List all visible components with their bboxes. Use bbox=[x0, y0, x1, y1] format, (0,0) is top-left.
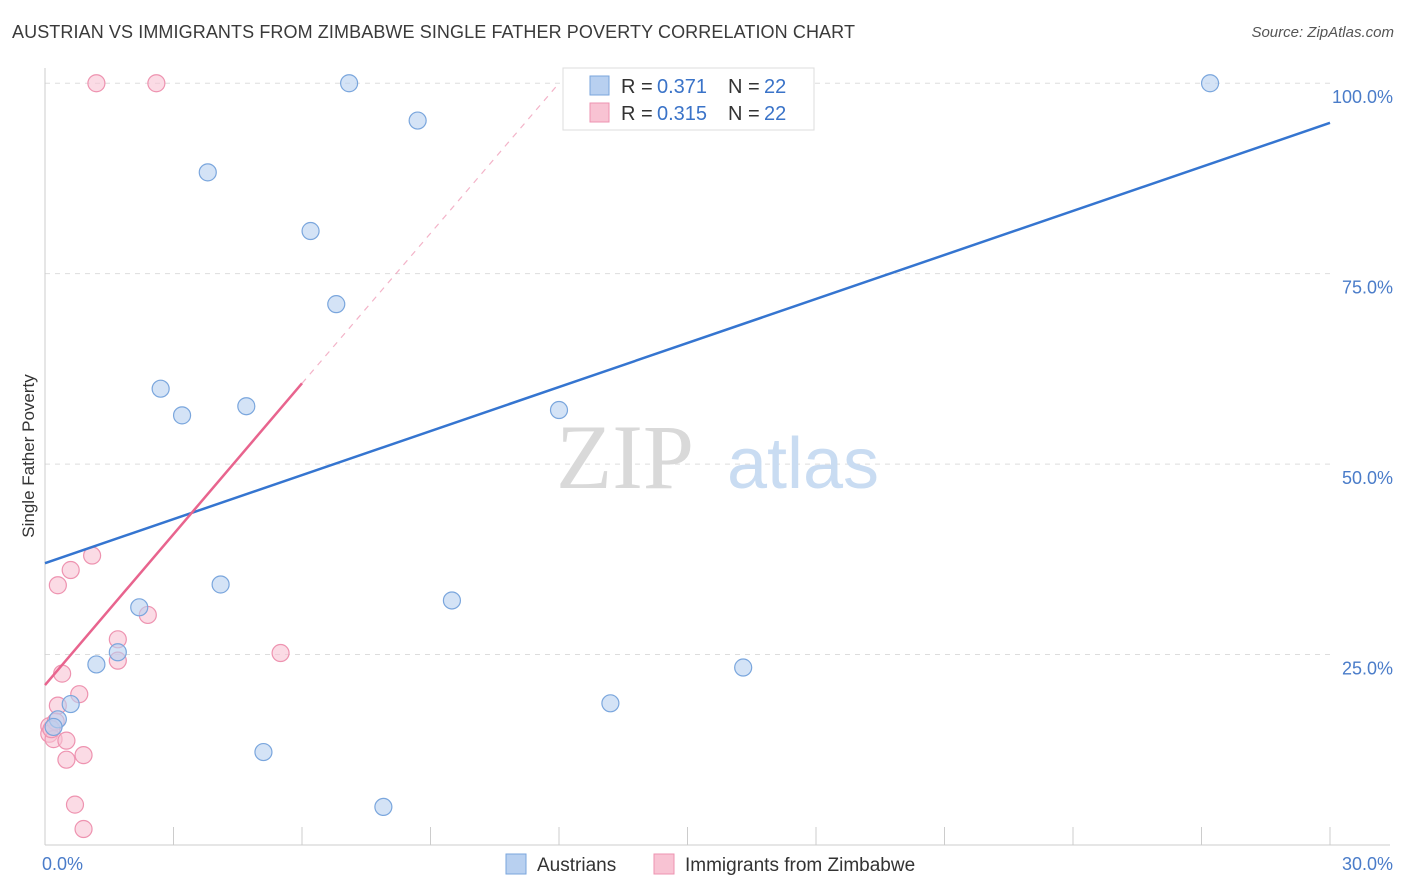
point-zimbabwe-3 bbox=[48, 576, 67, 595]
y-axis-label: Single Father Poverty bbox=[19, 374, 38, 538]
trend-lines bbox=[44, 82, 1331, 686]
point-austrians-11 bbox=[301, 221, 320, 241]
point-austrians-18 bbox=[601, 694, 620, 713]
trend-line-zimbabwe bbox=[44, 382, 303, 686]
point-austrians-3 bbox=[87, 655, 106, 674]
y-tick-label-2: 75.0% bbox=[1342, 278, 1393, 298]
legend-swatch-austrians bbox=[589, 75, 610, 96]
bottom-legend-swatch-austrians bbox=[505, 853, 527, 875]
point-zimbabwe-17 bbox=[65, 795, 85, 814]
point-austrians-16 bbox=[442, 591, 462, 610]
legend-n-label-austrians: N = bbox=[728, 76, 760, 98]
point-austrians-14 bbox=[408, 111, 427, 130]
trend-line-austrians bbox=[44, 121, 1331, 565]
legend-n-value-zimbabwe: 22 bbox=[764, 103, 786, 125]
legend-r-value-zimbabwe: 0.315 bbox=[657, 103, 707, 125]
point-austrians-7 bbox=[198, 163, 217, 182]
tick-labels: 25.0% 50.0% 75.0% 100.0% 0.0% 30.0% bbox=[42, 87, 1393, 874]
point-zimbabwe-14 bbox=[57, 731, 76, 750]
point-austrians-2 bbox=[108, 643, 127, 662]
series-legend: Austrians Immigrants from Zimbabwe bbox=[505, 853, 915, 876]
x-tick-label-0: 0.0% bbox=[42, 854, 83, 874]
point-austrians-15 bbox=[374, 797, 393, 817]
bottom-legend-zimbabwe: Immigrants from Zimbabwe bbox=[685, 855, 915, 876]
point-austrians-9 bbox=[237, 397, 256, 416]
bottom-legend-swatch-zimbabwe bbox=[653, 853, 675, 875]
watermark-atlas: atlas bbox=[727, 424, 879, 504]
grid-lines bbox=[45, 82, 1330, 656]
point-austrians-4 bbox=[130, 598, 149, 617]
watermark-zip: ZIP bbox=[556, 406, 694, 508]
legend-n-label-zimbabwe: N = bbox=[728, 103, 760, 125]
point-austrians-21 bbox=[44, 717, 63, 737]
point-zimbabwe-16 bbox=[74, 746, 93, 765]
bottom-legend-austrians: Austrians bbox=[537, 855, 616, 876]
legend-swatch-zimbabwe bbox=[589, 102, 610, 123]
point-austrians-6 bbox=[151, 379, 170, 398]
point-zimbabwe-18 bbox=[74, 819, 93, 839]
point-austrians-20 bbox=[1200, 74, 1220, 93]
point-austrians-8 bbox=[211, 575, 230, 594]
point-zimbabwe-19 bbox=[271, 643, 290, 663]
y-tick-label-1: 50.0% bbox=[1342, 468, 1393, 488]
legend-r-label-austrians: R = bbox=[621, 76, 653, 98]
series-zimbabwe-points bbox=[40, 74, 290, 839]
legend-r-label-zimbabwe: R = bbox=[621, 103, 653, 125]
point-austrians-17 bbox=[549, 400, 569, 420]
watermark: ZIP atlas bbox=[556, 406, 879, 508]
axes bbox=[44, 68, 1390, 846]
legend-r-value-austrians: 0.371 bbox=[657, 76, 707, 98]
y-tick-label-0: 25.0% bbox=[1342, 659, 1393, 679]
point-austrians-12 bbox=[327, 295, 346, 314]
trend-line-zimbabwe-extension bbox=[301, 82, 560, 384]
y-tick-label-3: 100.0% bbox=[1332, 87, 1393, 107]
point-zimbabwe-1 bbox=[147, 74, 166, 93]
source-label: Source: ZipAtlas.com bbox=[1251, 24, 1394, 41]
x-tick-label-1: 30.0% bbox=[1342, 854, 1393, 874]
correlation-legend: R = 0.371 N = 22 R = 0.315 N = 22 bbox=[562, 67, 815, 131]
point-austrians-13 bbox=[340, 74, 359, 93]
point-zimbabwe-2 bbox=[61, 560, 80, 580]
chart-title: AUSTRIAN VS IMMIGRANTS FROM ZIMBABWE SIN… bbox=[12, 22, 856, 42]
point-zimbabwe-15 bbox=[57, 750, 76, 769]
point-austrians-5 bbox=[172, 406, 192, 425]
legend-n-value-austrians: 22 bbox=[764, 76, 786, 98]
point-austrians-10 bbox=[254, 742, 273, 762]
series-austrians-points bbox=[44, 74, 1220, 817]
point-austrians-1 bbox=[61, 694, 80, 714]
point-zimbabwe-0 bbox=[87, 74, 106, 93]
point-austrians-19 bbox=[734, 658, 753, 677]
